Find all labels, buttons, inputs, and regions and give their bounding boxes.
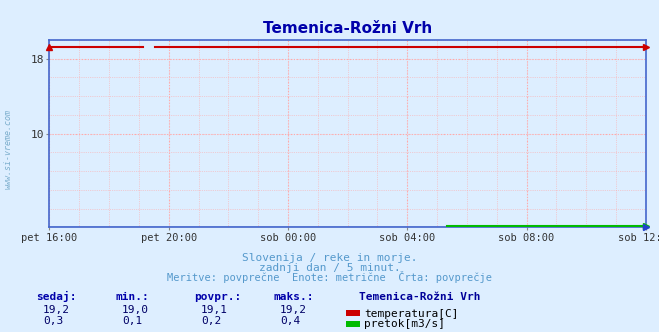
Text: Slovenija / reke in morje.: Slovenija / reke in morje. <box>242 253 417 263</box>
Text: 19,2: 19,2 <box>43 305 70 315</box>
Text: 19,0: 19,0 <box>122 305 149 315</box>
Text: 0,1: 0,1 <box>122 316 142 326</box>
Text: povpr.:: povpr.: <box>194 292 242 302</box>
Text: maks.:: maks.: <box>273 292 314 302</box>
Text: 0,2: 0,2 <box>201 316 221 326</box>
Text: temperatura[C]: temperatura[C] <box>364 309 459 319</box>
Text: sedaj:: sedaj: <box>36 291 76 302</box>
Text: zadnji dan / 5 minut.: zadnji dan / 5 minut. <box>258 263 401 273</box>
Text: Temenica-Rožni Vrh: Temenica-Rožni Vrh <box>359 292 480 302</box>
Text: 19,2: 19,2 <box>280 305 307 315</box>
Text: www.si-vreme.com: www.si-vreme.com <box>4 110 13 189</box>
Text: pretok[m3/s]: pretok[m3/s] <box>364 319 445 329</box>
Text: 19,1: 19,1 <box>201 305 228 315</box>
Text: 0,3: 0,3 <box>43 316 63 326</box>
Text: Meritve: povprečne  Enote: metrične  Črta: povprečje: Meritve: povprečne Enote: metrične Črta:… <box>167 271 492 283</box>
Text: 0,4: 0,4 <box>280 316 301 326</box>
Title: Temenica-Rožni Vrh: Temenica-Rožni Vrh <box>263 21 432 36</box>
Text: min.:: min.: <box>115 292 149 302</box>
